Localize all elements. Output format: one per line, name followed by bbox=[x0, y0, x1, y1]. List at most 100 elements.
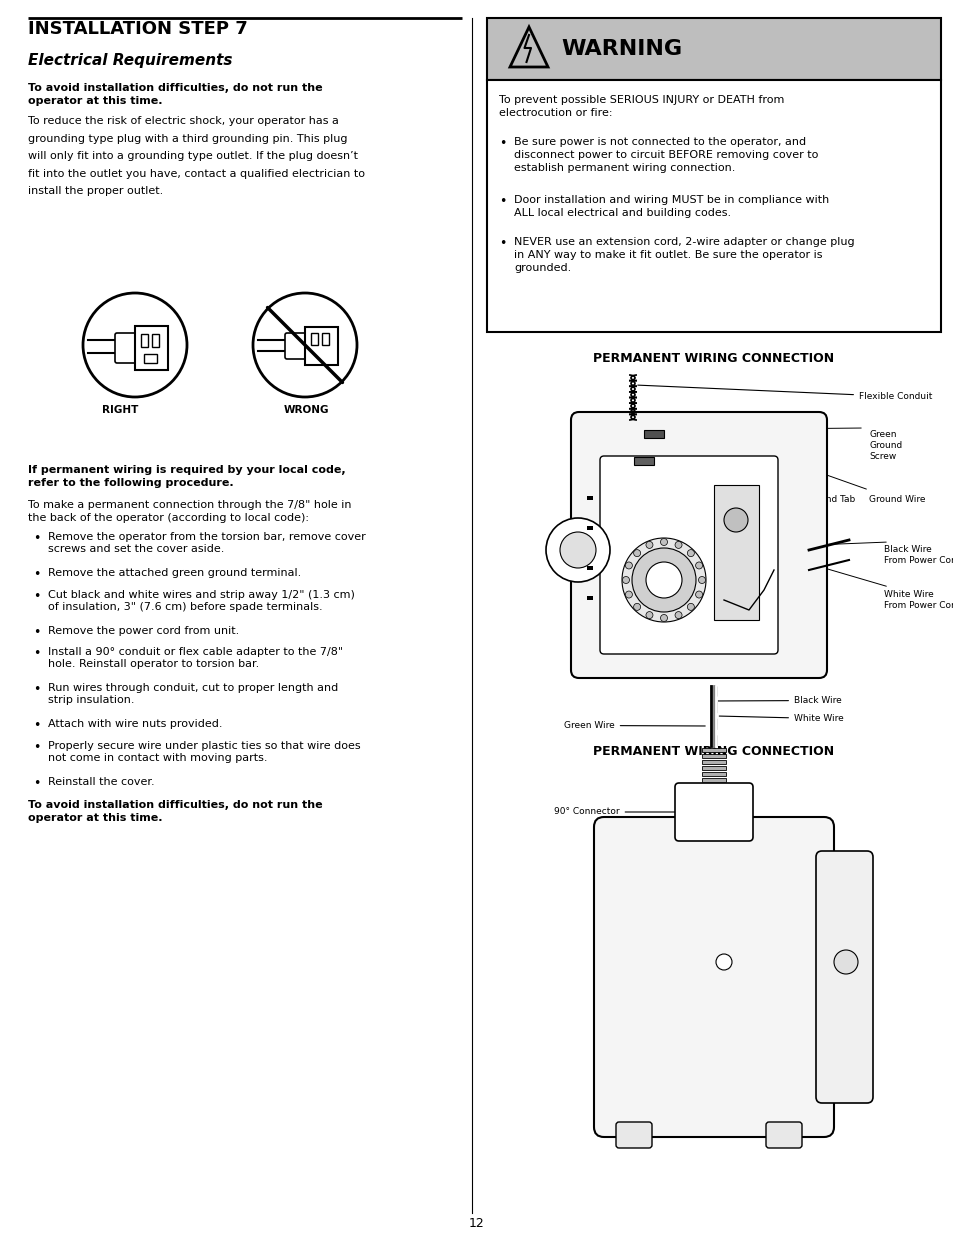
Text: NEVER use an extension cord, 2-wire adapter or change plug
in ANY way to make it: NEVER use an extension cord, 2-wire adap… bbox=[514, 237, 854, 273]
Text: •: • bbox=[33, 647, 40, 659]
Circle shape bbox=[625, 562, 632, 569]
FancyBboxPatch shape bbox=[115, 333, 137, 363]
Bar bbox=[586, 566, 593, 571]
Bar bbox=[135, 326, 168, 370]
Text: RIGHT: RIGHT bbox=[102, 405, 138, 415]
Text: fit into the outlet you have, contact a qualified electrician to: fit into the outlet you have, contact a … bbox=[28, 168, 365, 179]
Text: Install a 90° conduit or flex cable adapter to the 7/8"
hole. Reinstall operator: Install a 90° conduit or flex cable adap… bbox=[48, 647, 343, 669]
Circle shape bbox=[695, 592, 701, 598]
Circle shape bbox=[545, 517, 609, 582]
Bar bbox=[486, 19, 940, 80]
FancyBboxPatch shape bbox=[675, 783, 752, 841]
FancyBboxPatch shape bbox=[815, 851, 872, 1103]
Text: PERMANENT WIRING CONNECTION: PERMANENT WIRING CONNECTION bbox=[593, 745, 834, 758]
Text: Run wires through conduit, cut to proper length and
strip insulation.: Run wires through conduit, cut to proper… bbox=[48, 683, 338, 705]
Circle shape bbox=[633, 550, 640, 557]
Text: •: • bbox=[33, 589, 40, 603]
Text: Remove the attached green ground terminal.: Remove the attached green ground termina… bbox=[48, 568, 301, 578]
Text: •: • bbox=[33, 777, 40, 789]
Text: Black Wire: Black Wire bbox=[714, 697, 841, 705]
Circle shape bbox=[716, 953, 731, 969]
FancyBboxPatch shape bbox=[616, 1123, 651, 1149]
Text: will only fit into a grounding type outlet. If the plug doesn’t: will only fit into a grounding type outl… bbox=[28, 151, 357, 161]
Text: •: • bbox=[498, 195, 506, 207]
Circle shape bbox=[687, 550, 694, 557]
Bar bbox=[311, 333, 317, 345]
Text: •: • bbox=[33, 568, 40, 580]
Bar bbox=[634, 457, 654, 466]
Circle shape bbox=[622, 577, 629, 583]
Text: •: • bbox=[33, 741, 40, 753]
Text: INSTALLATION STEP 7: INSTALLATION STEP 7 bbox=[28, 20, 248, 38]
Bar bbox=[152, 333, 159, 347]
Text: •: • bbox=[33, 625, 40, 638]
Circle shape bbox=[645, 562, 681, 598]
Text: Remove the power cord from unit.: Remove the power cord from unit. bbox=[48, 625, 239, 636]
Circle shape bbox=[695, 562, 701, 569]
Text: •: • bbox=[498, 237, 506, 249]
Text: Flexible Conduit: Flexible Conduit bbox=[638, 385, 931, 401]
Bar bbox=[701, 748, 725, 752]
Circle shape bbox=[659, 538, 667, 546]
Text: If permanent wiring is required by your local code,
refer to the following proce: If permanent wiring is required by your … bbox=[28, 466, 345, 488]
Text: •: • bbox=[33, 719, 40, 732]
Text: To avoid installation difficulties, do not run the
operator at this time.: To avoid installation difficulties, do n… bbox=[28, 800, 322, 823]
Text: •: • bbox=[33, 683, 40, 697]
Text: grounding type plug with a third grounding pin. This plug: grounding type plug with a third groundi… bbox=[28, 133, 347, 143]
Text: •: • bbox=[33, 532, 40, 545]
Circle shape bbox=[631, 548, 696, 613]
Text: Electrical Requirements: Electrical Requirements bbox=[28, 53, 233, 68]
Circle shape bbox=[723, 508, 747, 532]
Text: Ground Wire: Ground Wire bbox=[868, 495, 924, 504]
Text: WARNING: WARNING bbox=[560, 40, 681, 59]
Circle shape bbox=[559, 532, 596, 568]
Circle shape bbox=[659, 615, 667, 621]
Text: WRONG: WRONG bbox=[283, 405, 329, 415]
Text: Be sure power is not connected to the operator, and
disconnect power to circuit : Be sure power is not connected to the op… bbox=[514, 137, 818, 173]
FancyBboxPatch shape bbox=[599, 456, 778, 655]
Circle shape bbox=[675, 611, 681, 619]
Text: To make a permanent connection through the 7/8" hole in
the back of the operator: To make a permanent connection through t… bbox=[28, 500, 351, 522]
Circle shape bbox=[625, 592, 632, 598]
Circle shape bbox=[621, 538, 705, 622]
Text: Door installation and wiring MUST be in compliance with
ALL local electrical and: Door installation and wiring MUST be in … bbox=[514, 195, 828, 217]
Text: Properly secure wire under plastic ties so that wire does
not come in contact wi: Properly secure wire under plastic ties … bbox=[48, 741, 360, 763]
Bar bbox=[586, 496, 593, 500]
Text: White Wire
From Power Cord: White Wire From Power Cord bbox=[883, 590, 953, 610]
Text: White Wire: White Wire bbox=[719, 714, 842, 722]
Text: Attach with wire nuts provided.: Attach with wire nuts provided. bbox=[48, 719, 222, 729]
Text: Reinstall the cover.: Reinstall the cover. bbox=[48, 777, 154, 787]
Bar bbox=[643, 430, 663, 438]
Circle shape bbox=[833, 950, 857, 974]
Circle shape bbox=[687, 604, 694, 610]
Bar bbox=[701, 755, 725, 758]
Text: install the proper outlet.: install the proper outlet. bbox=[28, 186, 163, 196]
Text: Green
Ground
Screw: Green Ground Screw bbox=[868, 430, 902, 461]
FancyBboxPatch shape bbox=[285, 333, 307, 359]
Bar bbox=[586, 526, 593, 530]
Bar bbox=[486, 80, 940, 332]
Bar bbox=[701, 760, 725, 764]
Text: Remove the operator from the torsion bar, remove cover
screws and set the cover : Remove the operator from the torsion bar… bbox=[48, 532, 365, 555]
Bar bbox=[305, 327, 337, 366]
Text: 90° Connector: 90° Connector bbox=[554, 808, 676, 816]
Circle shape bbox=[675, 541, 681, 548]
Bar bbox=[141, 333, 148, 347]
Circle shape bbox=[645, 541, 652, 548]
Bar bbox=[713, 485, 759, 620]
Bar bbox=[144, 354, 157, 363]
Text: •: • bbox=[498, 137, 506, 149]
Text: PERMANENT WIRING CONNECTION: PERMANENT WIRING CONNECTION bbox=[593, 352, 834, 366]
Bar bbox=[322, 333, 329, 345]
FancyBboxPatch shape bbox=[571, 412, 826, 678]
Text: Black Wire
From Power Cord: Black Wire From Power Cord bbox=[883, 545, 953, 566]
Text: Green Wire: Green Wire bbox=[563, 721, 704, 730]
Circle shape bbox=[633, 604, 640, 610]
FancyBboxPatch shape bbox=[765, 1123, 801, 1149]
Bar bbox=[701, 772, 725, 776]
Text: To reduce the risk of electric shock, your operator has a: To reduce the risk of electric shock, yo… bbox=[28, 116, 338, 126]
Circle shape bbox=[698, 577, 705, 583]
Text: 12: 12 bbox=[469, 1218, 484, 1230]
Bar bbox=[586, 597, 593, 600]
Text: Ground Tab: Ground Tab bbox=[803, 495, 854, 504]
